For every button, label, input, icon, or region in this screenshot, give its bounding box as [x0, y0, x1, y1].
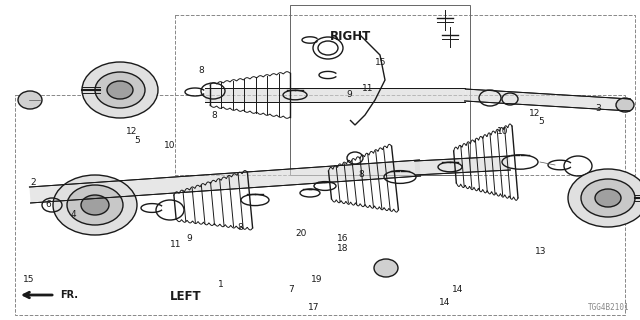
- Polygon shape: [465, 89, 630, 111]
- Text: 9: 9: [346, 90, 351, 99]
- Ellipse shape: [595, 189, 621, 207]
- Text: 5: 5: [135, 136, 140, 145]
- Text: 13: 13: [535, 247, 547, 256]
- Text: 5: 5: [538, 117, 543, 126]
- Text: 3: 3: [596, 104, 601, 113]
- Text: 18: 18: [337, 244, 348, 252]
- Text: 4: 4: [71, 210, 76, 219]
- Polygon shape: [205, 88, 465, 102]
- Text: 12: 12: [125, 127, 137, 136]
- Ellipse shape: [374, 259, 398, 277]
- Text: 14: 14: [439, 298, 451, 307]
- Text: LEFT: LEFT: [170, 290, 202, 303]
- Text: 8: 8: [237, 223, 243, 232]
- Ellipse shape: [18, 91, 42, 109]
- Text: 15: 15: [375, 58, 387, 67]
- Text: TGG4B2101: TGG4B2101: [588, 303, 630, 312]
- Text: 8: 8: [199, 66, 204, 75]
- Text: 19: 19: [311, 276, 323, 284]
- Text: 9: 9: [186, 234, 191, 243]
- Ellipse shape: [81, 195, 109, 215]
- Ellipse shape: [616, 98, 634, 112]
- Text: 11: 11: [362, 84, 374, 92]
- Text: 15: 15: [23, 276, 35, 284]
- Text: FR.: FR.: [60, 290, 78, 300]
- Ellipse shape: [107, 81, 133, 99]
- Text: 17: 17: [308, 303, 319, 312]
- Text: 7: 7: [289, 285, 294, 294]
- Text: 14: 14: [452, 285, 463, 294]
- Text: 8: 8: [212, 111, 217, 120]
- Text: 20: 20: [295, 229, 307, 238]
- Ellipse shape: [67, 185, 123, 225]
- Text: 11: 11: [170, 240, 182, 249]
- Text: 10: 10: [164, 141, 175, 150]
- Polygon shape: [415, 156, 510, 175]
- Polygon shape: [29, 160, 420, 203]
- Text: 10: 10: [497, 127, 508, 136]
- Text: 6: 6: [45, 200, 51, 209]
- Text: RIGHT: RIGHT: [330, 30, 371, 43]
- Text: 12: 12: [529, 109, 540, 118]
- Ellipse shape: [53, 175, 137, 235]
- Ellipse shape: [95, 72, 145, 108]
- Text: 2: 2: [31, 178, 36, 187]
- Ellipse shape: [581, 179, 635, 217]
- Text: 8: 8: [359, 170, 364, 179]
- Ellipse shape: [568, 169, 640, 227]
- Text: 16: 16: [337, 234, 348, 243]
- Text: 1: 1: [218, 280, 223, 289]
- Ellipse shape: [82, 62, 158, 118]
